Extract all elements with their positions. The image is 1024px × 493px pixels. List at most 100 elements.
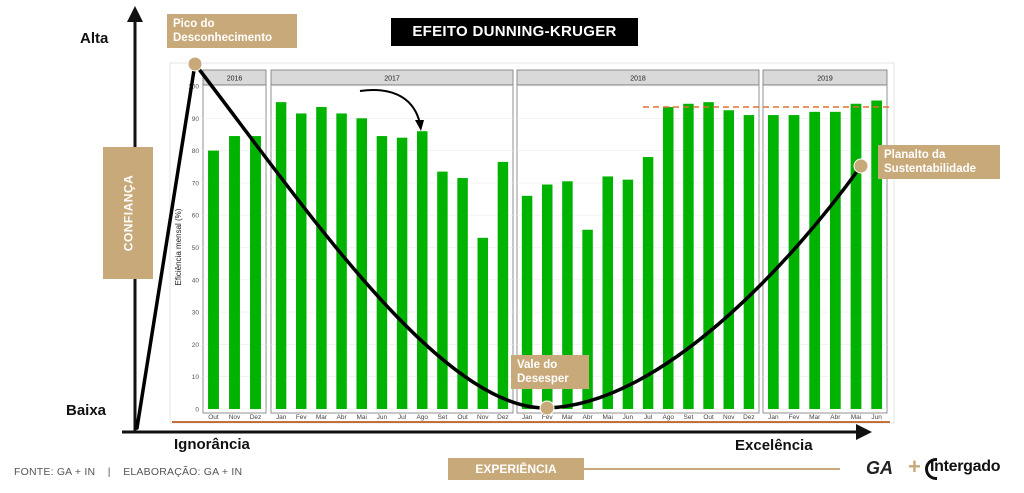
y-axis-arrowhead [127, 6, 143, 22]
x-tick-label: Mar [562, 414, 574, 421]
y-tick-label: 10 [192, 374, 200, 381]
bar-2018-Mai [602, 176, 613, 409]
facet-panel [762, 84, 888, 414]
confidence-axis-text: CONFIANÇA [121, 174, 135, 252]
bar-2017-Nov [477, 237, 488, 409]
y-tick-label: 60 [192, 213, 200, 220]
bar-2018-Ago [663, 106, 674, 410]
bar-2019-Mai [850, 103, 862, 409]
bar-2018-Jun [622, 179, 634, 409]
footer-elaboration: ELABORAÇÃO: GA + IN [123, 466, 243, 478]
intergado-logo-mark [925, 458, 937, 480]
x-tick-label: Set [438, 414, 448, 421]
plateau-label: Planalto da Sustentabilidade [878, 145, 1000, 179]
x-tick-label: Jan [768, 414, 779, 421]
peak-label: Pico do Desconhecimento [167, 14, 297, 48]
x-tick-label: Jan [522, 414, 533, 421]
bar-2019-Abr [829, 111, 841, 409]
x-tick-label: Out [208, 414, 219, 421]
x-tick-label: Mar [809, 414, 821, 421]
bar-2017-Abr [336, 113, 347, 409]
y-tick-label: 40 [192, 277, 200, 284]
x-tick-label: Dez [497, 414, 509, 421]
x-tick-label: Nov [723, 414, 735, 421]
y-tick-label: 20 [192, 342, 200, 349]
x-tick-label: Fev [789, 414, 801, 421]
x-tick-label: Jun [623, 414, 634, 421]
bar-2018-Jul [642, 157, 654, 409]
y-tick-label: 90 [192, 116, 200, 123]
bar-2017-Jun [376, 136, 388, 409]
facet-2018: 2018 Jan Fev Mar Abr Mai Jun Jul Ago Set Out Nov Dez [516, 69, 760, 421]
bar-2018-Out [703, 102, 714, 410]
y-tick-label: 70 [192, 180, 200, 187]
x-tick-label: Out [457, 414, 468, 421]
bar-2017-Fev [296, 113, 307, 409]
y-axis-title: Eficiência mensal (%) [174, 208, 183, 285]
bar-2016-Dez [250, 136, 261, 409]
x-tick-label: Fev [542, 414, 554, 421]
experience-axis-label: EXPERIÊNCIA [448, 458, 584, 480]
bar-2017-Jul [396, 137, 408, 409]
bar-2018-Set [683, 103, 694, 409]
bar-2017-Set [437, 171, 448, 409]
bar-2018-Jan [521, 195, 533, 409]
bar-2019-Fev [788, 115, 800, 409]
x-high-label: Excelência [735, 437, 813, 454]
bar-2018-Nov [723, 110, 734, 409]
ga-logo: GA [866, 458, 893, 478]
bar-2018-Mar [562, 181, 573, 409]
y-tick-label: 30 [192, 310, 200, 317]
logo-plus: + [908, 454, 921, 479]
x-tick-label: Mai [603, 414, 613, 421]
bar-2017-Out [457, 178, 468, 409]
footer-source: FONTE: GA + IN [14, 466, 96, 478]
facet-strip-label: 2016 [227, 76, 243, 83]
y-tick-label: 80 [192, 148, 200, 155]
footer-separator: | [107, 466, 111, 478]
x-tick-label: Jan [276, 414, 287, 421]
bar-2017-Dez [497, 161, 509, 409]
experience-axis-underline [584, 468, 840, 470]
facet-2019: 2019 Jan Fev Mar Abr Mai Jun [762, 69, 888, 421]
chart-title: EFEITO DUNNING-KRUGER [391, 18, 638, 46]
confidence-axis-label: CONFIANÇA [103, 147, 153, 279]
bar-2016-Nov [229, 136, 240, 409]
facet-strip-label: 2018 [630, 76, 646, 83]
x-axis-arrowhead [856, 424, 872, 440]
y-tick-label: 100 [188, 84, 199, 91]
bar-2017-Mar [316, 106, 327, 410]
y-tick-label: 50 [192, 245, 200, 252]
x-tick-label: Ago [416, 414, 428, 421]
x-tick-label: Fev [296, 414, 308, 421]
bar-2016-Out [208, 150, 219, 409]
x-tick-label: Abr [337, 414, 348, 421]
bar-2018-Fev [542, 184, 553, 409]
pointer-arrowhead [415, 120, 424, 131]
dunning-kruger-curve [135, 59, 863, 430]
pointer-arrow [359, 89, 421, 125]
facet-2017: 2017 Jan Fev Mar Abr Mai Jun Jul Ago Set Out Nov Dez [270, 69, 514, 421]
confidence-axis-box [103, 147, 153, 279]
valley-label: Vale do Desesper [511, 355, 589, 389]
plateau-marker [853, 158, 869, 174]
bar-2019-Mar [809, 111, 821, 409]
facet-strip-label: 2017 [384, 76, 400, 83]
facet-panel [270, 84, 514, 414]
bar-2018-Dez [743, 115, 755, 409]
peak-marker [187, 56, 203, 72]
bar-2018-Abr [582, 229, 593, 409]
x-tick-label: Mar [316, 414, 328, 421]
x-tick-label: Jun [377, 414, 388, 421]
bar-2019-Jan [767, 115, 779, 409]
facet-strip-label: 2019 [817, 76, 833, 83]
x-tick-label: Mai [851, 414, 861, 421]
x-tick-label: Abr [583, 414, 594, 421]
y-high-label: Alta [80, 30, 109, 47]
x-tick-label: Jul [644, 414, 653, 421]
x-tick-label: Dez [250, 414, 262, 421]
valley-marker [539, 400, 555, 416]
y-low-label: Baixa [66, 402, 107, 419]
x-tick-label: Jul [398, 414, 407, 421]
